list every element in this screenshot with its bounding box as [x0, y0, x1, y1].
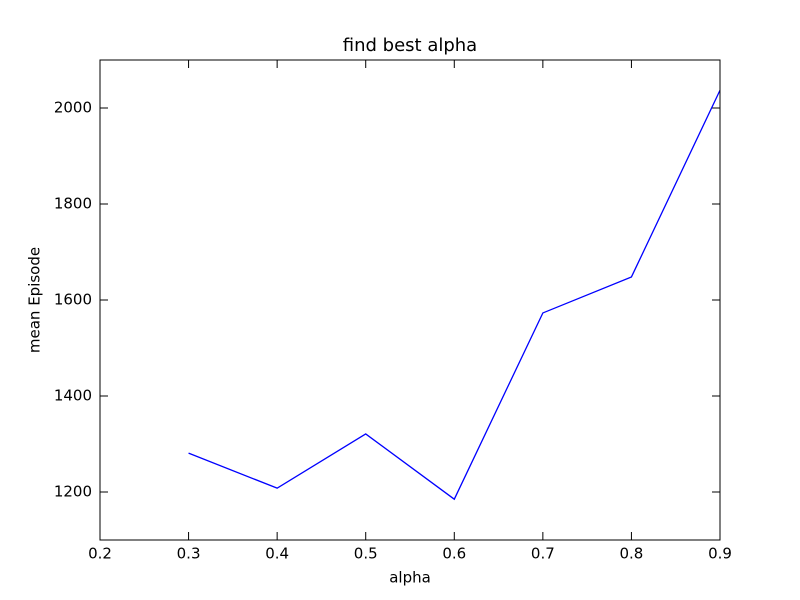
plot-frame — [99, 59, 721, 541]
y-tick-label: 1600 — [54, 291, 92, 309]
x-tick-label: 0.6 — [442, 545, 466, 563]
x-tick-label: 0.5 — [354, 545, 378, 563]
y-tick-label: 1400 — [54, 387, 92, 405]
x-tick-label: 0.9 — [708, 545, 732, 563]
y-tick-label: 2000 — [54, 99, 92, 117]
x-tick-label: 0.8 — [619, 545, 643, 563]
y-tick-label: 1200 — [54, 483, 92, 501]
x-tick-label: 0.2 — [88, 545, 112, 563]
y-axis-label: mean Episode — [26, 247, 44, 353]
chart-title: find best alpha — [343, 35, 477, 56]
x-tick-label: 0.7 — [531, 545, 555, 563]
x-tick-label: 0.4 — [265, 545, 289, 563]
x-tick-label: 0.3 — [177, 545, 201, 563]
y-tick-label: 1800 — [54, 195, 92, 213]
line — [188, 89, 721, 501]
x-axis-label: alpha — [389, 569, 431, 587]
